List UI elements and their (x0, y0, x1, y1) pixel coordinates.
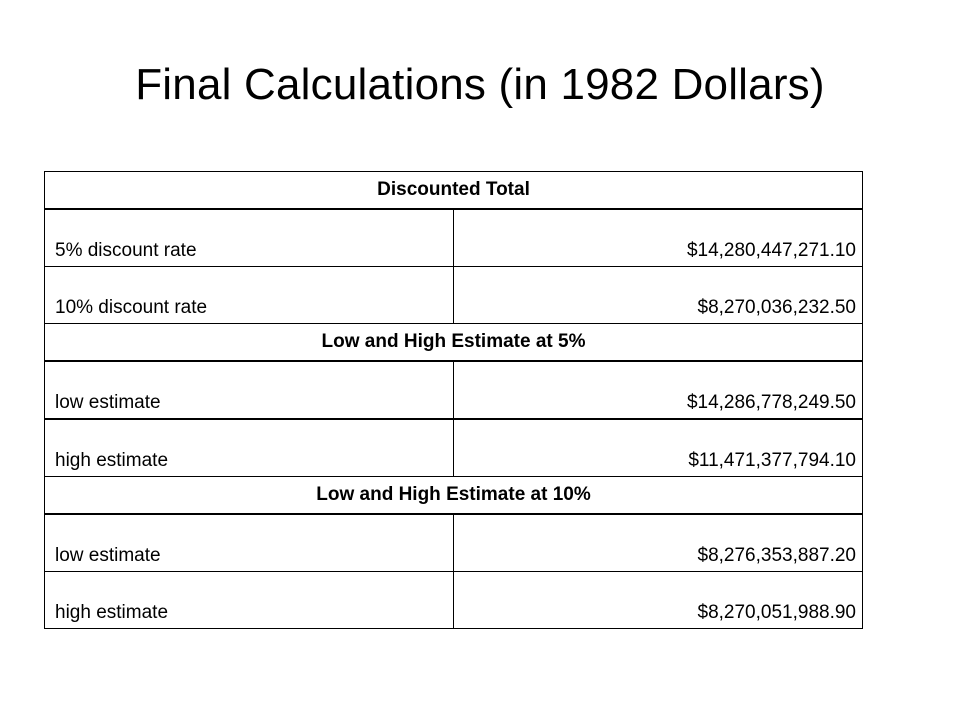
row-label: 5% discount rate (44, 208, 454, 267)
row-label: 10% discount rate (44, 266, 454, 324)
section-header-label: Discounted Total (44, 171, 863, 210)
results-table: Discounted Total 5% discount rate $14,28… (44, 171, 863, 629)
table-row: high estimate $11,471,377,794.10 (44, 418, 863, 477)
row-value: $14,286,778,249.50 (453, 360, 863, 420)
section-header-estimate-10: Low and High Estimate at 10% (44, 476, 863, 515)
row-value: $8,270,051,988.90 (453, 571, 863, 629)
section-header-label: Low and High Estimate at 5% (44, 323, 863, 362)
row-label: high estimate (44, 418, 454, 477)
row-value: $11,471,377,794.10 (453, 418, 863, 477)
page-title: Final Calculations (in 1982 Dollars) (135, 60, 825, 109)
row-label: low estimate (44, 513, 454, 572)
table-row: high estimate $8,270,051,988.90 (44, 571, 863, 629)
section-header-discounted-total: Discounted Total (44, 171, 863, 210)
row-label: low estimate (44, 360, 454, 420)
table-row: low estimate $8,276,353,887.20 (44, 513, 863, 572)
table-row: 10% discount rate $8,270,036,232.50 (44, 266, 863, 324)
row-value: $8,276,353,887.20 (453, 513, 863, 572)
row-value: $14,280,447,271.10 (453, 208, 863, 267)
row-value: $8,270,036,232.50 (453, 266, 863, 324)
section-header-estimate-5: Low and High Estimate at 5% (44, 323, 863, 362)
section-header-label: Low and High Estimate at 10% (44, 476, 863, 515)
table-row: low estimate $14,286,778,249.50 (44, 360, 863, 420)
row-label: high estimate (44, 571, 454, 629)
table-row: 5% discount rate $14,280,447,271.10 (44, 208, 863, 267)
